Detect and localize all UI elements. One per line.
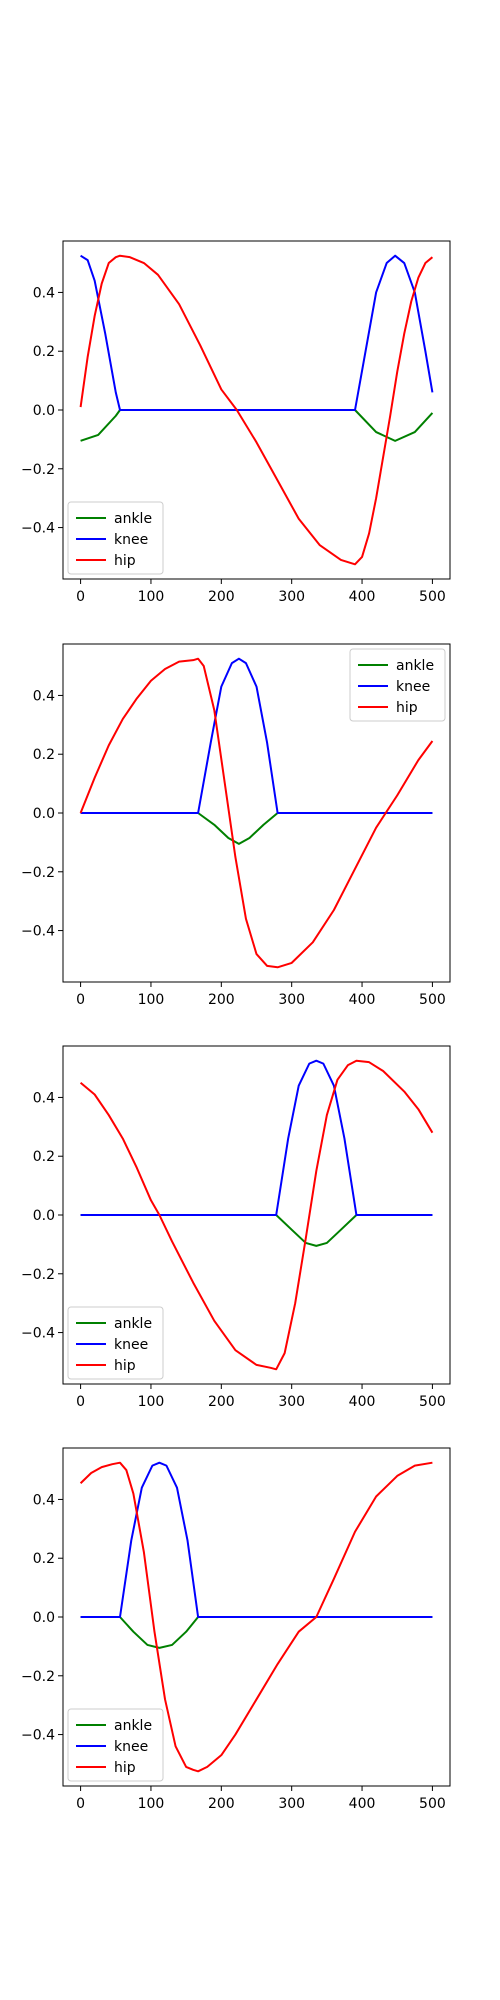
legend-label-ankle: ankle (114, 1718, 152, 1734)
x-tick-label: 400 (349, 1394, 376, 1410)
x-tick-label: 500 (419, 992, 446, 1008)
x-tick-label: 300 (278, 589, 305, 605)
x-tick-label: 0 (76, 589, 85, 605)
y-tick-label: −0.2 (21, 865, 55, 881)
y-tick-label: 0.0 (33, 403, 55, 419)
x-tick-label: 300 (278, 992, 305, 1008)
series-line-knee (80, 1461, 433, 1618)
chart-panel-4: 0 100 200 300 400 500 0.4 0.2 0.0 −0.2 −0.4 ankle kn… (21, 1447, 451, 1812)
legend-box (67, 1708, 164, 1782)
x-tick-label: 400 (349, 1796, 376, 1812)
x-tick-label: 500 (419, 589, 446, 605)
x-tick-label: 0 (76, 1394, 85, 1410)
y-tick-label: −0.2 (21, 462, 55, 478)
series-line-ankle (80, 1214, 433, 1247)
legend-label-hip: hip (396, 700, 418, 716)
y-tick-label: 0.4 (33, 688, 55, 704)
y-tick-label: 0.2 (33, 1551, 55, 1567)
legend-label-ankle: ankle (114, 511, 152, 527)
x-tick-label: 100 (138, 992, 165, 1008)
legend-label-knee: knee (114, 1337, 148, 1353)
x-tick-label: 200 (208, 992, 235, 1008)
x-tick-label: 100 (138, 1394, 165, 1410)
series-line-hip (79, 1461, 433, 1773)
y-tick-label: −0.4 (21, 521, 55, 537)
x-tick-label: 200 (208, 1394, 235, 1410)
series-line-knee (80, 657, 433, 814)
series-line-ankle (80, 812, 433, 845)
series-line-hip (79, 1059, 434, 1371)
legend-label-hip: hip (114, 1358, 136, 1374)
x-tick-label: 400 (349, 589, 376, 605)
legend-label-ankle: ankle (114, 1316, 152, 1332)
x-tick-label: 200 (208, 589, 235, 605)
x-tick-label: 100 (138, 589, 165, 605)
chart-panel-3: 0 100 200 300 400 500 0.4 0.2 0.0 −0.2 −0.4 ankle kn… (21, 1045, 451, 1410)
x-tick-label: 100 (138, 1796, 165, 1812)
x-tick-label: 300 (278, 1394, 305, 1410)
legend-label-knee: knee (114, 532, 148, 548)
series-line-hip (79, 657, 434, 969)
series-line-ankle (80, 409, 434, 442)
legend-label-hip: hip (114, 553, 136, 569)
chart-panel-1: 0 100 200 300 400 500 0.4 0.2 0.0 −0.2 −0.4 ankle kn… (21, 240, 451, 605)
chart-panel-2: 0 100 200 300 400 500 0.4 0.2 0.0 −0.2 −0.4 ankle kn… (21, 643, 451, 1008)
legend: ankle knee hip (67, 1708, 164, 1782)
x-tick-label: 200 (208, 1796, 235, 1812)
series-line-knee (80, 1059, 433, 1216)
legend-label-knee: knee (114, 1739, 148, 1755)
legend-box (67, 501, 164, 575)
x-tick-label: 400 (349, 992, 376, 1008)
x-tick-label: 0 (76, 992, 85, 1008)
series-line-hip (79, 254, 434, 566)
y-tick-label: −0.2 (21, 1669, 55, 1685)
y-tick-label: 0.4 (33, 1492, 55, 1508)
x-tick-label: 0 (76, 1796, 85, 1812)
x-tick-label: 500 (419, 1394, 446, 1410)
legend-label-hip: hip (114, 1760, 136, 1776)
y-tick-label: 0.4 (33, 1090, 55, 1106)
y-tick-label: 0.2 (33, 344, 55, 360)
series-line-knee (80, 254, 434, 411)
legend: ankle knee hip (67, 501, 164, 575)
y-tick-label: 0.0 (33, 1208, 55, 1224)
legend: ankle knee hip (67, 1306, 164, 1380)
legend-label-ankle: ankle (396, 658, 434, 674)
y-tick-label: −0.2 (21, 1267, 55, 1283)
legend-box (67, 1306, 164, 1380)
y-tick-label: 0.2 (33, 747, 55, 763)
x-tick-label: 500 (419, 1796, 446, 1812)
y-tick-label: 0.0 (33, 1610, 55, 1626)
y-tick-label: 0.0 (33, 806, 55, 822)
legend-box (349, 648, 446, 722)
legend: ankle knee hip (349, 648, 446, 722)
y-tick-label: −0.4 (21, 1728, 55, 1744)
y-tick-label: −0.4 (21, 924, 55, 940)
y-tick-label: 0.4 (33, 285, 55, 301)
y-tick-label: −0.4 (21, 1326, 55, 1342)
x-tick-label: 300 (278, 1796, 305, 1812)
legend-label-knee: knee (396, 679, 430, 695)
series-line-ankle (80, 1616, 433, 1649)
y-tick-label: 0.2 (33, 1149, 55, 1165)
